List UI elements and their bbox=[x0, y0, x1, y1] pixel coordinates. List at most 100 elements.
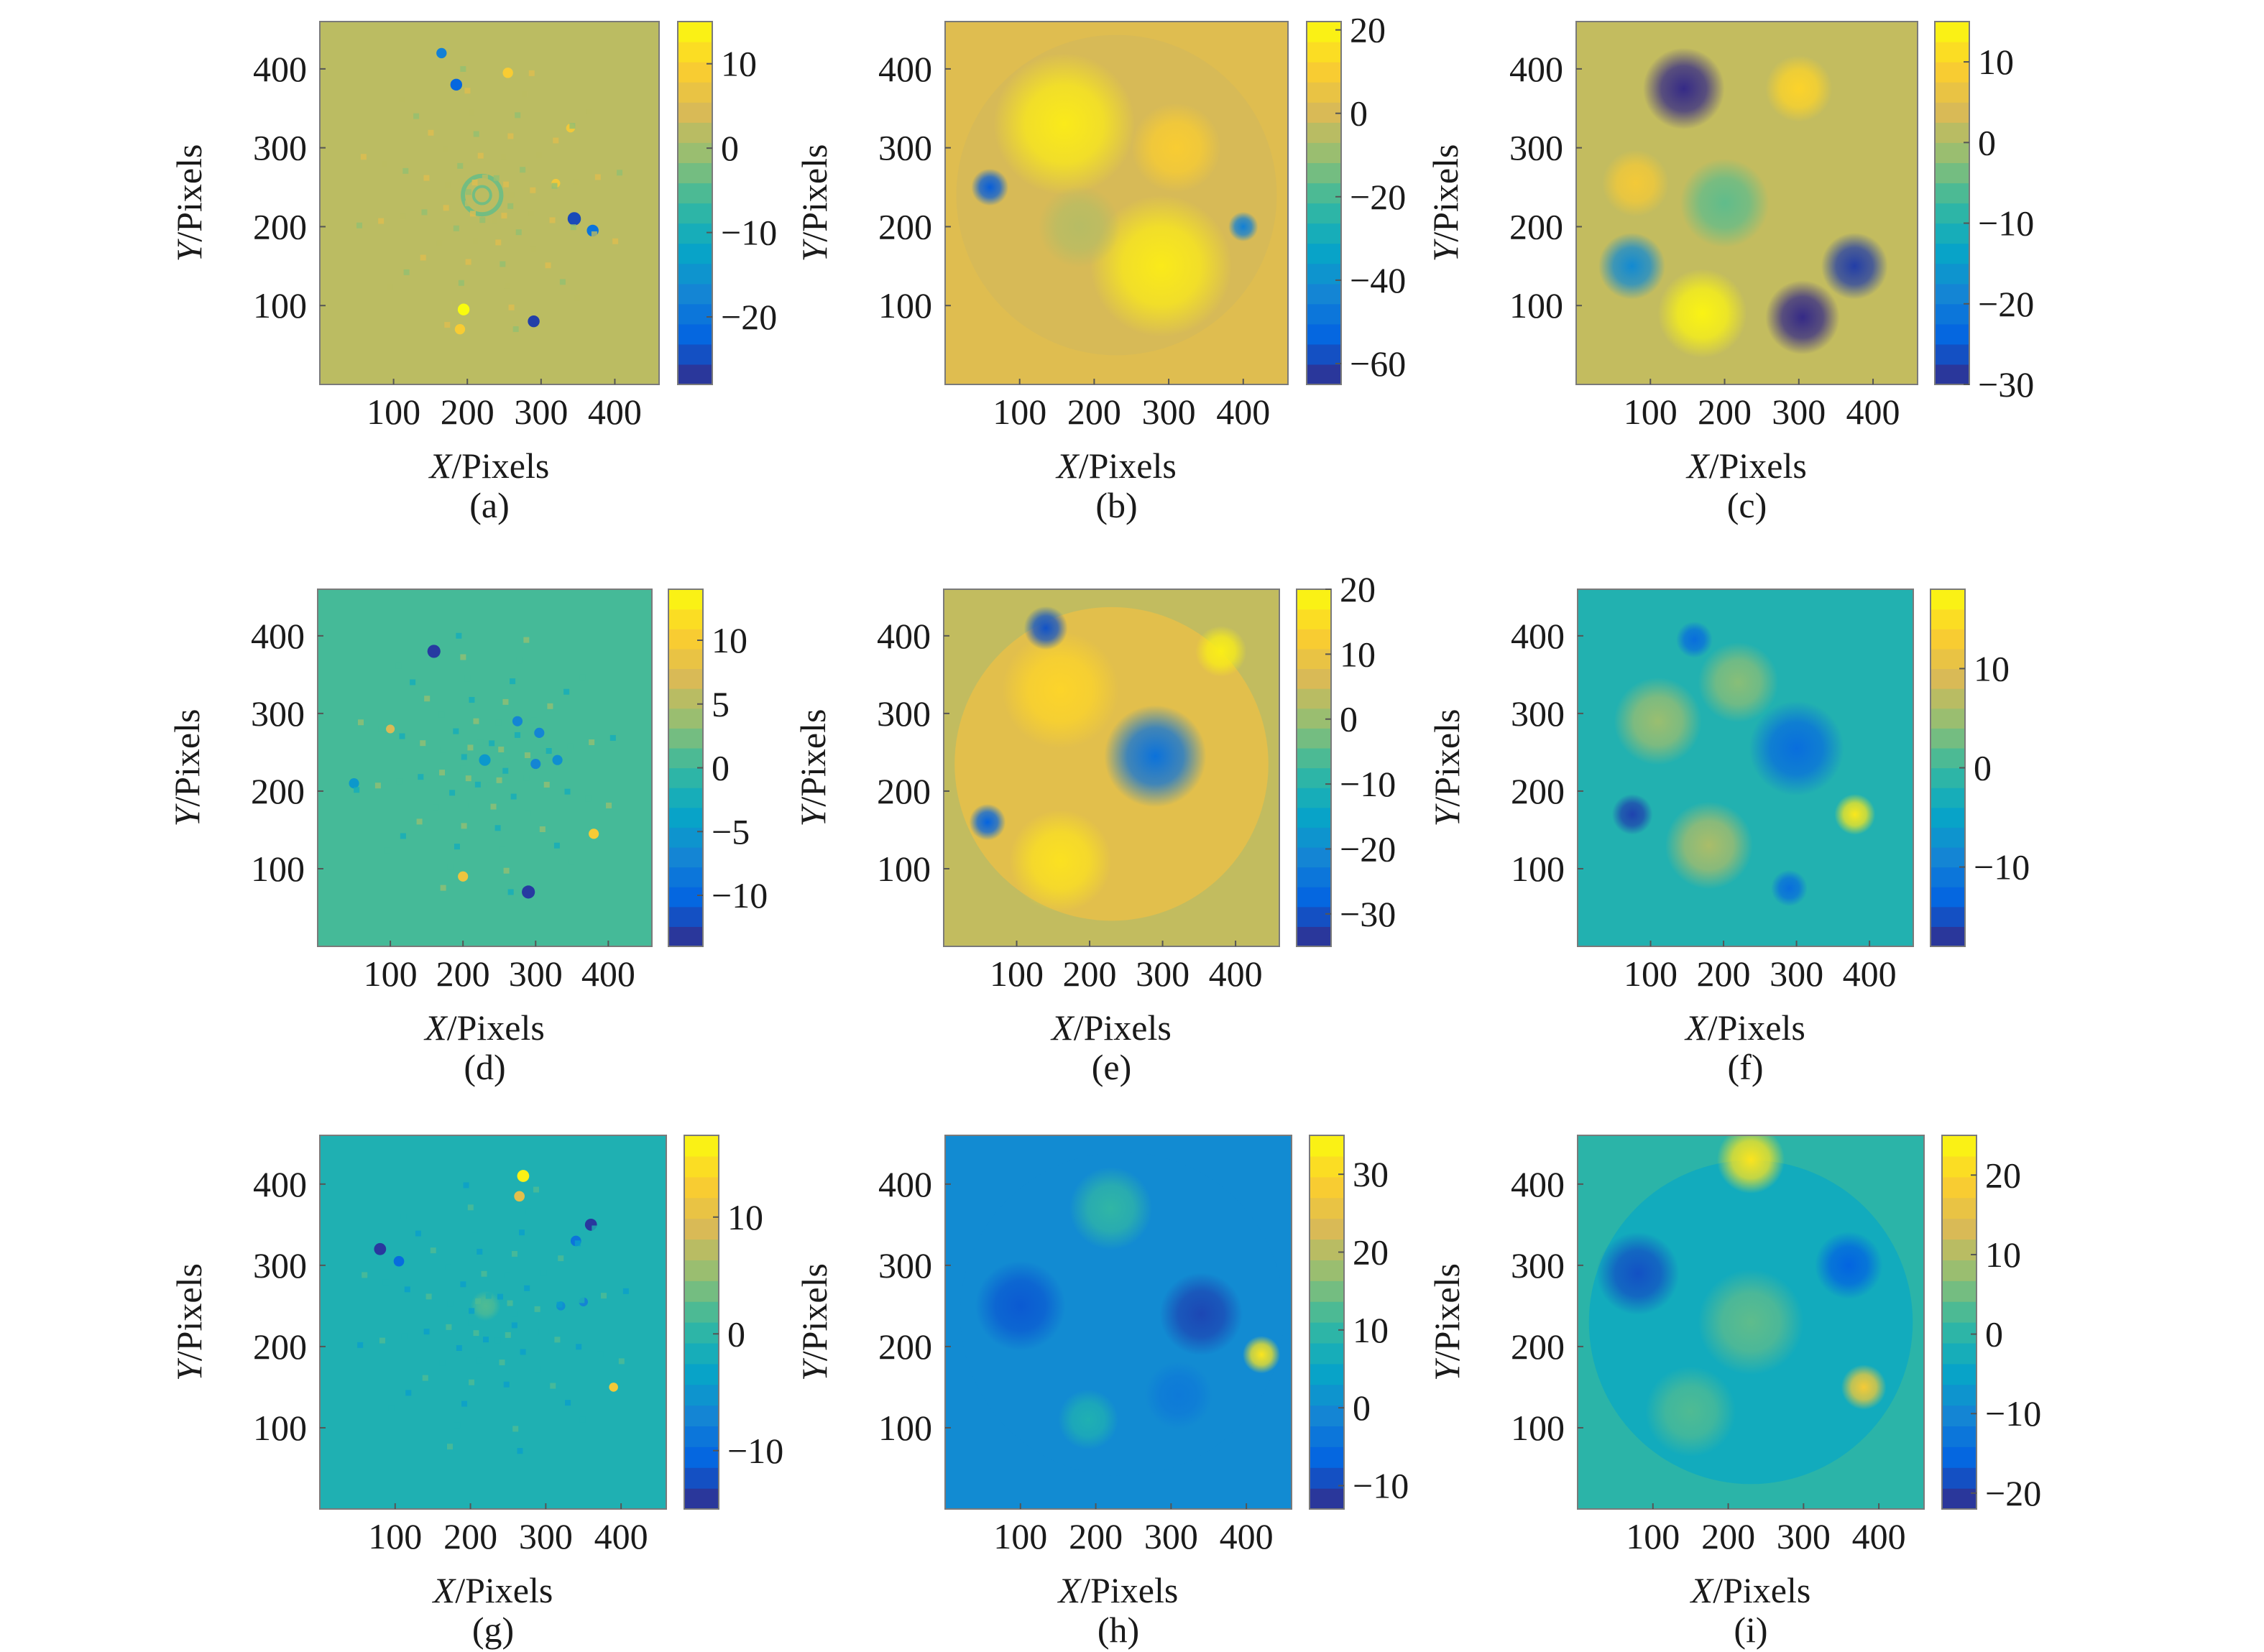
x-tick-label: 100 bbox=[993, 392, 1046, 432]
data-point bbox=[564, 788, 571, 795]
data-point bbox=[356, 222, 362, 229]
data-point bbox=[530, 246, 537, 252]
data-point bbox=[436, 240, 443, 246]
y-tick-label: 100 bbox=[877, 849, 931, 889]
data-point bbox=[382, 1279, 389, 1286]
y-tick-label: 400 bbox=[1509, 49, 1563, 89]
x-tick-label: 100 bbox=[368, 1516, 422, 1556]
panel-caption: (g) bbox=[472, 1610, 514, 1650]
data-point bbox=[511, 1250, 517, 1257]
data-blob bbox=[969, 803, 1006, 841]
y-tick-label: 200 bbox=[251, 771, 305, 811]
colorbar-segment bbox=[678, 283, 712, 305]
data-point bbox=[502, 698, 509, 705]
colorbar-segment bbox=[684, 1426, 719, 1447]
colorbar-segment bbox=[1935, 243, 1969, 264]
colorbar-segment bbox=[1931, 887, 1965, 908]
colorbar-tick-label: 10 bbox=[727, 1197, 763, 1237]
colorbar-segment bbox=[1931, 708, 1965, 729]
colorbar-segment bbox=[1931, 807, 1965, 828]
colorbar-segment bbox=[1310, 1446, 1344, 1468]
colorbar-segment bbox=[668, 867, 703, 887]
y-axis-label: Y/Pixels bbox=[794, 1263, 834, 1381]
data-point bbox=[486, 782, 492, 788]
data-point bbox=[473, 131, 479, 137]
colorbar-frame bbox=[1296, 589, 1332, 947]
data-point bbox=[494, 1337, 501, 1344]
data-point bbox=[518, 1229, 525, 1236]
data-point bbox=[468, 802, 474, 808]
x-axis-label: X/Pixels bbox=[1050, 1007, 1172, 1048]
data-point bbox=[354, 787, 360, 793]
x-tick-label: 100 bbox=[990, 954, 1044, 994]
data-blob bbox=[1002, 632, 1119, 749]
data-blob bbox=[1665, 801, 1753, 890]
panel-b: 100 200 300 400100200300400X/Pixels(b)Y/Pix… bbox=[794, 10, 1406, 525]
data-point bbox=[461, 754, 467, 760]
colorbar-segment bbox=[1935, 82, 1969, 103]
data-point bbox=[528, 70, 535, 76]
x-tick-label: 300 bbox=[519, 1516, 573, 1556]
data-point bbox=[622, 1288, 629, 1294]
data-point bbox=[601, 1293, 607, 1299]
colorbar-segment bbox=[1942, 1301, 1977, 1323]
colorbar-segment bbox=[1307, 42, 1341, 63]
data-point bbox=[472, 1227, 479, 1233]
panel-a: 100 200 300 400100200300400X/Pixels(a)Y/Pix… bbox=[169, 21, 777, 525]
colorbar-segment bbox=[678, 122, 712, 143]
colorbar-segment bbox=[1935, 122, 1969, 143]
data-point bbox=[612, 238, 619, 244]
data-point bbox=[540, 1270, 547, 1276]
data-point bbox=[500, 261, 506, 267]
colorbar-segment bbox=[1310, 1363, 1344, 1385]
data-point bbox=[443, 205, 449, 211]
x-tick-label: 400 bbox=[594, 1516, 648, 1556]
data-point bbox=[421, 209, 428, 216]
colorbar-segment bbox=[1942, 1218, 1977, 1240]
colorbar-segment bbox=[678, 263, 712, 285]
data-blob bbox=[1596, 1232, 1680, 1315]
y-tick-label: 400 bbox=[1511, 1164, 1565, 1204]
colorbar-segment bbox=[1935, 22, 1969, 42]
data-point bbox=[465, 189, 471, 195]
x-tick-label: 200 bbox=[436, 954, 490, 994]
colorbar-tick-label: 30 bbox=[1353, 1154, 1389, 1194]
data-point bbox=[503, 757, 510, 763]
data-blob bbox=[470, 1291, 501, 1321]
x-tick-label: 400 bbox=[1216, 392, 1270, 432]
data-point bbox=[512, 1311, 518, 1317]
x-tick-label: 300 bbox=[1142, 392, 1196, 432]
y-tick-label: 100 bbox=[1511, 1408, 1565, 1448]
data-point bbox=[533, 1329, 539, 1336]
data-point bbox=[530, 717, 537, 724]
data-point bbox=[515, 112, 521, 119]
data-point bbox=[400, 833, 406, 839]
data-point bbox=[507, 203, 514, 209]
x-tick-label: 400 bbox=[1209, 954, 1263, 994]
data-point bbox=[609, 734, 616, 741]
colorbar: 10 5 0 −5 −10 bbox=[668, 589, 768, 947]
colorbar-tick-label: −10 bbox=[1353, 1466, 1409, 1506]
data-blob bbox=[1680, 158, 1770, 248]
y-axis-label: Y/Pixels bbox=[169, 144, 209, 262]
colorbar-segment bbox=[1297, 827, 1331, 848]
colorbar-segment bbox=[1931, 867, 1965, 887]
colorbar-segment bbox=[1942, 1155, 1977, 1178]
colorbar-segment bbox=[684, 1176, 719, 1199]
data-point bbox=[528, 315, 540, 328]
data-point bbox=[479, 217, 486, 223]
data-blob bbox=[1131, 103, 1221, 193]
data-blob bbox=[1242, 1336, 1281, 1374]
colorbar-segment bbox=[684, 1260, 719, 1281]
colorbar-segment bbox=[678, 82, 712, 103]
data-blob bbox=[1195, 625, 1247, 677]
colorbar-segment bbox=[1931, 609, 1965, 629]
colorbar-segment bbox=[1307, 223, 1341, 244]
colorbar-segment bbox=[668, 668, 703, 689]
y-tick-label: 200 bbox=[253, 206, 307, 246]
colorbar-segment bbox=[684, 1363, 719, 1385]
colorbar-tick-label: −10 bbox=[1974, 847, 2030, 887]
colorbar-tick-label: 0 bbox=[1978, 122, 1996, 162]
y-tick-label: 100 bbox=[253, 285, 307, 326]
plot-frame bbox=[1577, 589, 1914, 947]
